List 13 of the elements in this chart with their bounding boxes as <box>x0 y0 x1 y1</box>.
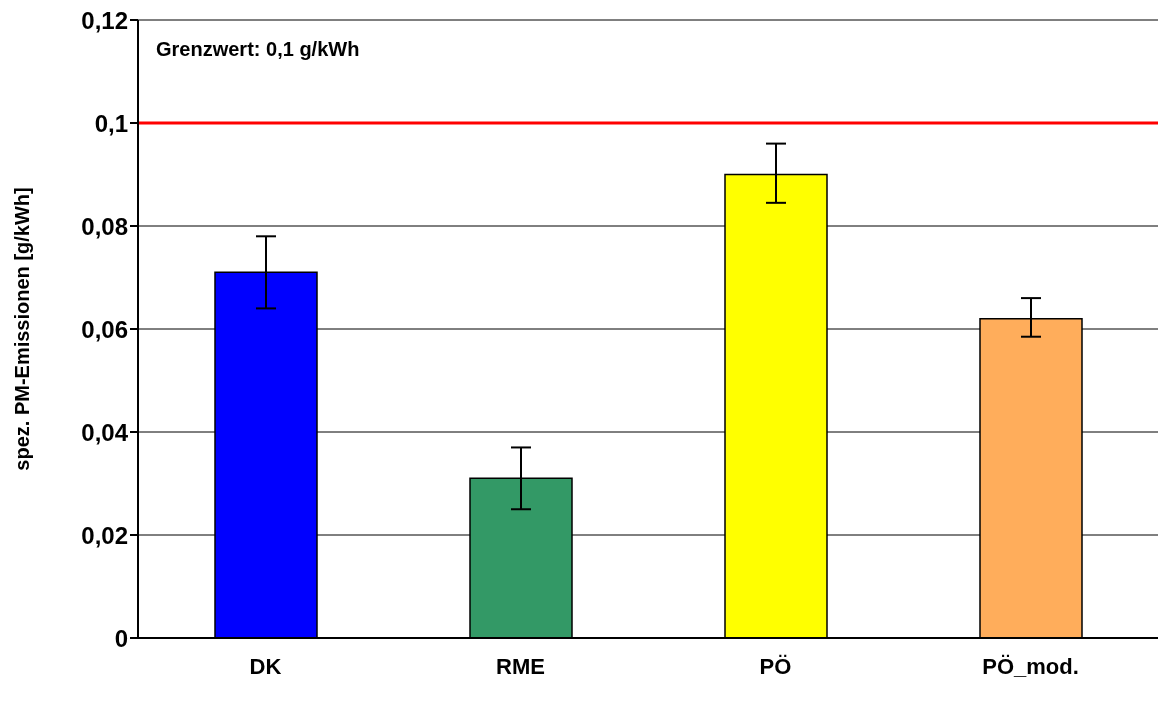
y-tick-label: 0,12 <box>81 6 128 34</box>
x-tick-label: PÖ <box>759 653 792 679</box>
x-tick-label: RME <box>496 653 545 679</box>
annotation: Grenzwert: 0,1 g/kWh <box>156 38 360 60</box>
x-tick-label: DK <box>249 653 282 679</box>
y-tick-label: 0,02 <box>81 521 128 549</box>
y-tick-label: 0,04 <box>81 418 129 446</box>
x-tick-label: PÖ_mod. <box>982 653 1079 679</box>
y-tick-label: 0,06 <box>81 315 128 343</box>
y-axis-title: spez. PM-Emissionen [g/kWh] <box>11 187 34 471</box>
y-tick-label: 0,1 <box>94 109 128 137</box>
y-tick-label: 0,08 <box>81 212 128 240</box>
y-tick-label: 0 <box>114 624 128 652</box>
